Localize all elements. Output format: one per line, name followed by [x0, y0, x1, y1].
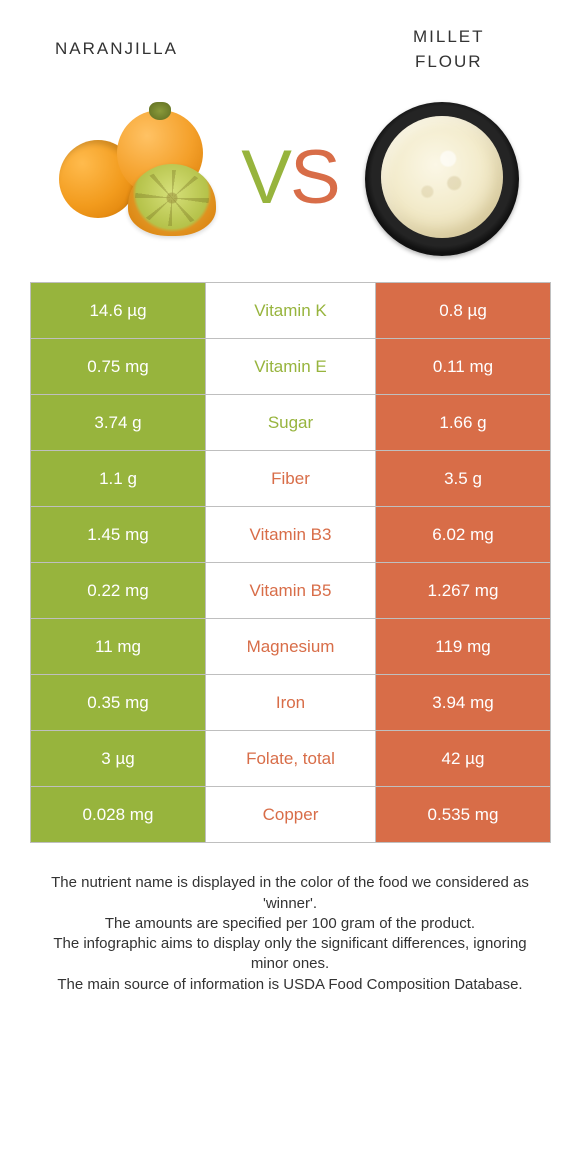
footnote-3: The infographic aims to display only the… — [36, 934, 544, 975]
nutrient-name: Folate, total — [206, 731, 376, 787]
vs-v: V — [241, 135, 290, 220]
value-right: 3.94 mg — [376, 675, 551, 731]
value-right: 6.02 mg — [376, 507, 551, 563]
table-row: 1.1 gFiber3.5 g — [31, 451, 551, 507]
title-right: millet flour — [318, 22, 580, 72]
vs-label: VS — [241, 134, 338, 221]
nutrient-name: Vitamin B5 — [206, 563, 376, 619]
hero-row: VS — [0, 80, 580, 282]
millet-flour-icon — [357, 92, 527, 262]
footnote-4: The main source of information is USDA F… — [36, 975, 544, 995]
value-left: 0.75 mg — [31, 339, 206, 395]
value-right: 0.8 µg — [376, 283, 551, 339]
title-right-line1: millet — [413, 21, 485, 48]
value-left: 11 mg — [31, 619, 206, 675]
nutrient-name: Sugar — [206, 395, 376, 451]
title-left: naranjilla — [0, 33, 318, 61]
value-right: 0.535 mg — [376, 787, 551, 843]
value-left: 3 µg — [31, 731, 206, 787]
table-row: 0.028 mgCopper0.535 mg — [31, 787, 551, 843]
value-left: 1.45 mg — [31, 507, 206, 563]
value-right: 119 mg — [376, 619, 551, 675]
value-right: 1.66 g — [376, 395, 551, 451]
nutrient-table: 14.6 µgVitamin K0.8 µg0.75 mgVitamin E0.… — [30, 282, 551, 843]
naranjilla-icon — [53, 102, 223, 252]
table-row: 0.22 mgVitamin B51.267 mg — [31, 563, 551, 619]
nutrient-name: Fiber — [206, 451, 376, 507]
table-row: 0.35 mgIron3.94 mg — [31, 675, 551, 731]
table-row: 11 mgMagnesium119 mg — [31, 619, 551, 675]
table-row: 14.6 µgVitamin K0.8 µg — [31, 283, 551, 339]
value-right: 42 µg — [376, 731, 551, 787]
nutrient-name: Vitamin K — [206, 283, 376, 339]
footnotes: The nutrient name is displayed in the co… — [36, 873, 544, 995]
nutrient-name: Vitamin E — [206, 339, 376, 395]
value-left: 3.74 g — [31, 395, 206, 451]
value-left: 14.6 µg — [31, 283, 206, 339]
nutrient-name: Copper — [206, 787, 376, 843]
title-right-line2: flour — [415, 46, 483, 73]
nutrient-name: Iron — [206, 675, 376, 731]
value-left: 1.1 g — [31, 451, 206, 507]
title-row: naranjilla millet flour — [0, 0, 580, 80]
table-row: 3.74 gSugar1.66 g — [31, 395, 551, 451]
table-row: 3 µgFolate, total42 µg — [31, 731, 551, 787]
footnote-1: The nutrient name is displayed in the co… — [36, 873, 544, 914]
nutrient-name: Vitamin B3 — [206, 507, 376, 563]
value-left: 0.22 mg — [31, 563, 206, 619]
infographic-page: naranjilla millet flour VS 14.6 µgVit — [0, 0, 580, 995]
value-right: 1.267 mg — [376, 563, 551, 619]
table-row: 1.45 mgVitamin B36.02 mg — [31, 507, 551, 563]
footnote-2: The amounts are specified per 100 gram o… — [36, 914, 544, 934]
value-right: 3.5 g — [376, 451, 551, 507]
value-left: 0.35 mg — [31, 675, 206, 731]
nutrient-name: Magnesium — [206, 619, 376, 675]
vs-s: S — [290, 135, 339, 220]
food-image-right — [357, 92, 527, 262]
value-right: 0.11 mg — [376, 339, 551, 395]
food-image-left — [53, 92, 223, 262]
value-left: 0.028 mg — [31, 787, 206, 843]
table-row: 0.75 mgVitamin E0.11 mg — [31, 339, 551, 395]
